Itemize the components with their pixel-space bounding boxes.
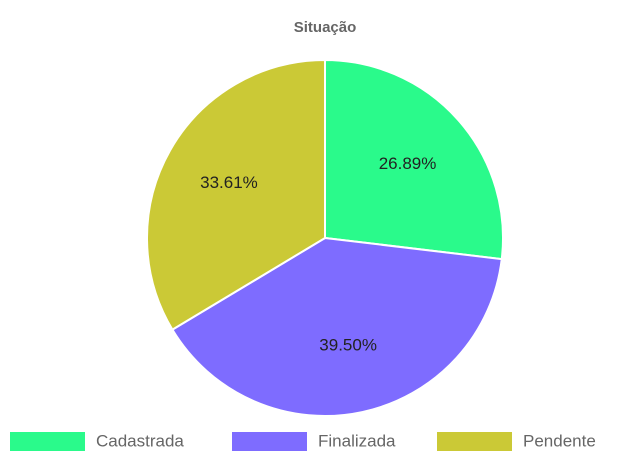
legend-swatch — [232, 432, 307, 451]
slice-label: 39.50% — [319, 335, 377, 354]
slice-label: 26.89% — [379, 154, 437, 173]
legend-swatch — [10, 432, 85, 451]
pie-slice — [324, 58, 504, 261]
pie-slice — [146, 58, 326, 332]
legend-label: Cadastrada — [96, 431, 184, 450]
legend-label: Pendente — [523, 431, 596, 450]
legend-swatch — [437, 432, 512, 451]
pie-slice — [171, 236, 503, 417]
chart-title: Situação — [294, 19, 357, 36]
legend-label: Finalizada — [318, 431, 396, 450]
slice-label: 33.61% — [200, 173, 258, 192]
